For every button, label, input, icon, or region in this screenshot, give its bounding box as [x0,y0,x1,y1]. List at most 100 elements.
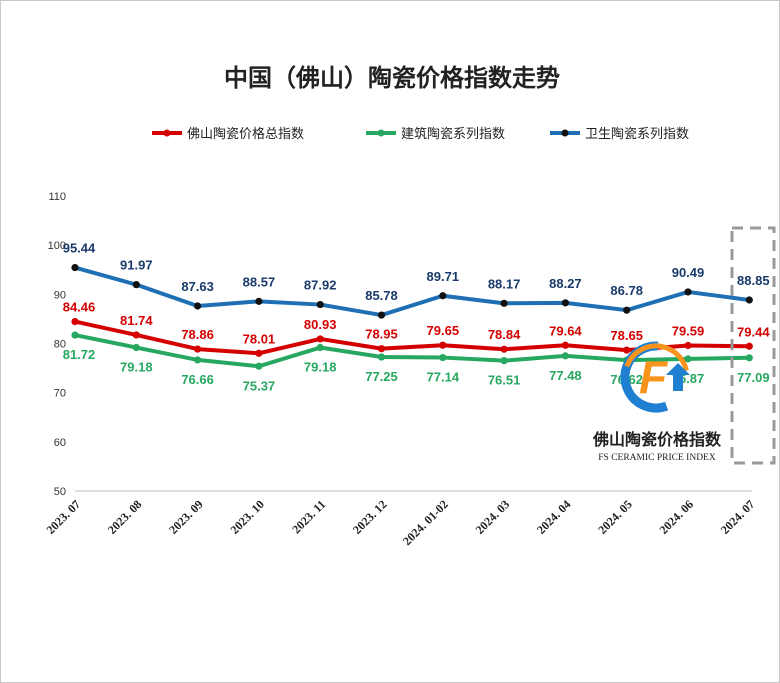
x-tick-label: 2023. 12 [350,497,390,537]
legend-entry-label: 佛山陶瓷价格总指数 [187,126,304,142]
x-tick-label: 2023. 09 [166,497,206,537]
data-label: 88.85 [737,273,770,288]
data-label: 88.17 [488,276,521,291]
data-label: 95.44 [63,241,96,256]
data-point [500,357,508,365]
watermark-title-cn: 佛山陶瓷价格指数 [592,430,722,449]
y-tick-label: 60 [54,437,66,449]
y-tick-label: 100 [48,240,66,252]
data-label: 91.97 [120,258,153,273]
data-point [316,343,324,352]
data-point [71,331,79,339]
data-point [316,300,324,309]
data-labels: 84.46 81.74 78.86 78.01 80.93 78.95 79.65 78.84… [63,241,771,394]
data-point [71,317,79,326]
series-line [73,333,752,369]
data-point [71,263,79,272]
logo-letter: F [639,351,669,403]
data-label: 81.74 [120,313,153,328]
data-label: 87.92 [304,278,337,293]
data-point [194,345,202,353]
data-label: 87.63 [181,279,214,294]
logo-arrow-icon [666,363,690,391]
data-label: 90.49 [672,265,705,280]
x-tick-label: 2024. 05 [595,497,635,537]
data-label: 79.59 [672,324,705,339]
data-label: 77.25 [365,369,398,384]
data-point [684,341,692,350]
data-point [377,345,386,353]
data-point [377,353,386,361]
series-line [73,265,752,318]
data-label: 78.65 [610,328,643,343]
x-tick-label: 2023. 07 [44,497,84,537]
data-label: 79.18 [304,360,337,375]
data-point [439,353,447,362]
y-tick-label: 80 [54,339,66,351]
y-tick-label: 110 [48,191,66,203]
data-label: 78.84 [488,327,521,342]
data-label: 77.48 [549,368,582,383]
data-label: 78.95 [365,327,398,342]
data-point [255,362,263,370]
data-point [500,299,508,307]
data-label: 76.66 [181,372,214,387]
data-label: 79.65 [427,323,460,338]
data-point [316,335,324,343]
watermark-title-en: FS CERAMIC PRICE INDEX [598,453,716,463]
data-point [132,343,140,352]
data-point [684,355,692,363]
data-point [623,346,631,354]
data-point [194,302,202,310]
x-tick-label: 2024. 03 [473,497,513,537]
data-label: 79.44 [737,324,770,339]
x-tick-label: 2023. 11 [289,497,328,536]
fs-ceramic-logo: F [620,341,692,413]
data-point [561,299,570,307]
data-point [745,296,753,304]
data-point [255,297,263,305]
chart-title: 中国（佛山）陶瓷价格指数走势 [224,63,560,92]
data-label: 88.27 [549,276,582,291]
x-tick-label: 2024. 07 [718,497,758,537]
legend-swatch-marker [163,129,171,137]
legend: 佛山陶瓷价格总指数 建筑陶瓷系列指数 卫生陶瓷系列指数 [152,126,689,142]
latest-month-highlight-box [730,226,776,465]
data-label: 85.78 [365,288,398,303]
data-label: 84.46 [63,300,96,315]
series-markers [71,263,753,370]
data-point [255,349,263,357]
y-tick-label: 90 [54,289,66,301]
data-point [132,281,140,289]
data-point [745,342,753,350]
legend-swatch-marker [561,129,569,137]
y-tick-label: 50 [54,486,66,498]
data-point [194,356,202,364]
data-label: 77.09 [737,370,770,385]
x-tick-label: 2024. 06 [657,497,697,537]
data-point [377,311,386,319]
data-point [439,292,447,300]
y-tick-label: 70 [54,388,66,400]
legend-entry-label: 建筑陶瓷系列指数 [401,126,505,142]
data-point [132,331,140,339]
data-label: 78.86 [181,327,214,342]
data-label: 77.14 [427,370,460,385]
data-point [745,354,753,362]
data-point [684,288,692,296]
data-label: 79.18 [120,360,153,375]
data-label: 76.51 [488,373,521,388]
data-point [500,345,508,353]
data-label: 88.57 [243,274,276,289]
data-label: 86.78 [610,283,643,298]
data-point [439,341,447,349]
data-label: 89.71 [427,269,460,284]
data-point [561,341,570,349]
x-tick-label: 2024. 04 [534,497,574,537]
data-label: 79.64 [549,323,582,338]
legend-entry-label: 卫生陶瓷系列指数 [585,126,689,142]
x-tick-label: 2023. 08 [105,497,145,537]
data-label: 81.72 [63,347,96,362]
